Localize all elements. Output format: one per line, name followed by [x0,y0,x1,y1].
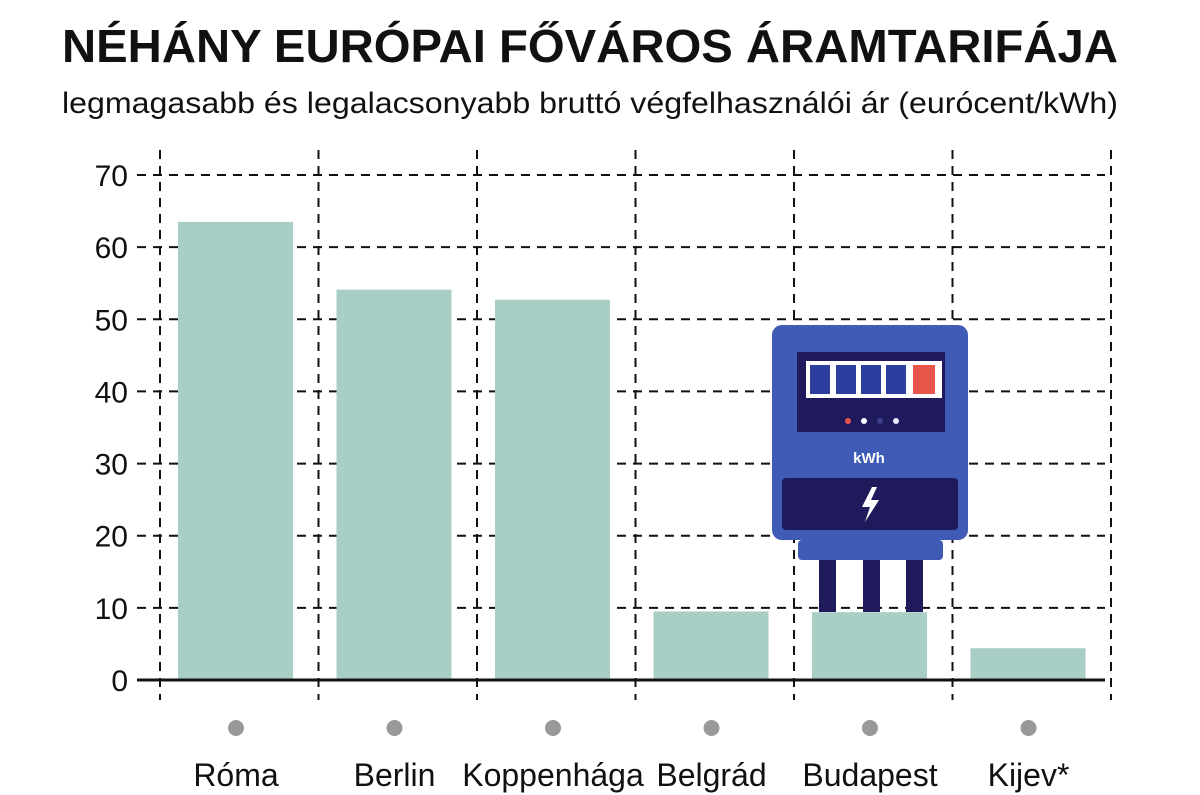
chart-subtitle: legmagasabb és legalacsonyabb bruttó vég… [62,87,1118,120]
electric-meter-illustration: kWh [772,325,968,612]
bar [495,299,610,680]
y-tick-label: 0 [111,665,128,698]
lightning-icon [862,487,879,522]
x-axis: Róma Berlin Koppenhága Belgrád Budapest Kijev… [137,678,1105,793]
x-tick-label: Budapest [802,757,937,793]
x-tick-label: Belgrád [656,757,766,793]
y-tick-label: 60 [95,232,128,265]
bar [970,648,1086,680]
meter-leg [819,560,836,612]
y-tick-label: 50 [95,304,128,337]
bar [653,611,769,680]
meter-leg [906,560,923,612]
bars [178,221,1086,680]
category-dot [545,720,561,736]
category-dot [386,720,403,736]
bar [336,289,452,680]
meter-leg [863,560,880,612]
category-dot [228,720,244,736]
meter-led [861,418,867,424]
meter-digit [886,365,906,394]
meter-led [877,418,883,424]
meter-kwh-label: kWh [853,450,885,467]
y-tick-label: 30 [95,449,128,482]
category-dot [862,720,878,736]
y-tick-label: 40 [95,376,128,409]
category-dot [1020,720,1037,736]
meter-digit-red [913,365,935,394]
meter-base [798,540,943,560]
meter-digit [810,365,830,394]
y-tick-label: 10 [95,593,128,626]
y-tick-label: 70 [95,160,128,193]
meter-digit [861,365,881,394]
bar [812,612,927,680]
meter-led [845,418,851,424]
bar [178,221,293,680]
meter-digit [836,365,856,394]
category-dot [703,720,720,736]
meter-led [893,418,899,424]
x-tick-label: Kijev* [988,757,1070,793]
x-tick-label: Berlin [354,757,436,793]
x-tick-label: Koppenhága [462,757,644,793]
chart-title: NÉHÁNY EURÓPAI FŐVÁROS ÁRAMTARIFÁJA [62,20,1118,72]
x-tick-label: Róma [193,757,279,793]
y-tick-label: 20 [95,521,128,554]
